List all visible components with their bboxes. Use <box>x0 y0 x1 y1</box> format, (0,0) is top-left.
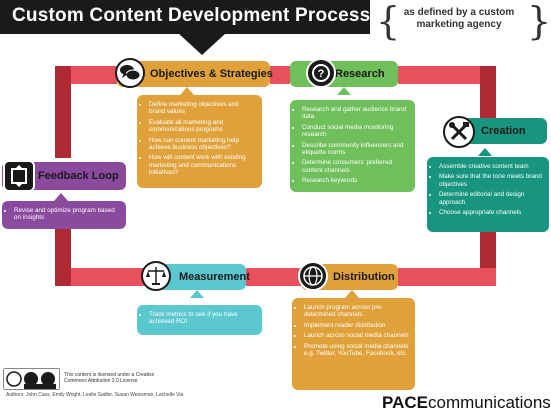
distribution-item: Launch program across pre-determined cha… <box>304 304 409 319</box>
speech-bubbles-icon <box>115 58 145 88</box>
license-text: This content is licensed under a Creativ… <box>64 372 155 384</box>
objectives-item: Evaluate all marketing and communication… <box>149 119 256 134</box>
page-title: Custom Content Development Process <box>12 5 371 26</box>
cycle-icon <box>3 160 35 192</box>
research-item: Research and gather audience brand data <box>302 106 409 121</box>
research-item: Describe community influencers and etiqu… <box>302 142 409 157</box>
loop-top-right <box>398 66 496 84</box>
creation-item: Choose appropriate channels <box>439 209 543 216</box>
globe-icon <box>298 261 328 291</box>
loop-bottom-right <box>398 268 496 286</box>
distribution-box: Launch program across pre-determined cha… <box>292 298 415 390</box>
creation-pointer <box>478 148 492 156</box>
distribution-pointer <box>345 290 359 298</box>
title-pointer <box>178 33 226 55</box>
tools-icon <box>443 116 475 148</box>
research-item: Research keywords <box>302 177 409 184</box>
loop-top-mid <box>270 66 290 84</box>
loop-right <box>480 66 496 118</box>
creation-box: Assemble creative content team Make sure… <box>427 157 549 232</box>
loop-bottom-left <box>55 268 145 286</box>
right-brace: } <box>527 0 551 43</box>
distribution-item: Launch across social media channels <box>304 332 409 339</box>
research-item: Conduct social media monitoring research <box>302 124 409 139</box>
loop-left-upper <box>55 66 71 158</box>
title-bar: Custom Content Development Process <box>0 0 370 34</box>
research-label: Research <box>335 68 385 80</box>
feedback-pointer <box>54 193 68 201</box>
left-brace: { <box>376 0 401 43</box>
question-icon: ? <box>306 58 336 88</box>
measurement-box: Track metrics to see if you have achieve… <box>137 305 262 335</box>
creative-commons-badge <box>3 368 60 390</box>
subtitle: as defined by a custom marketing agency <box>403 7 515 30</box>
logo-bold: PACE <box>382 393 428 412</box>
measurement-item: Track metrics to see if you have achieve… <box>149 311 256 326</box>
measurement-label: Measurement <box>179 271 250 283</box>
authors-credit: Authors: John Cass, Emily Wright, Leslie… <box>6 392 184 398</box>
loop-left-lower <box>55 228 71 286</box>
creation-label: Creation <box>481 125 526 137</box>
objectives-box: Define marketing objectives and brand va… <box>137 95 262 188</box>
distribution-item: Implement reader distribution <box>304 322 409 329</box>
objectives-item: How will content work with existing mark… <box>149 154 256 176</box>
creation-item: Determine editorial and design approach <box>439 191 543 206</box>
objectives-item: How can content marketing help achieve b… <box>149 137 256 152</box>
measurement-pointer <box>190 290 204 298</box>
svg-text:?: ? <box>318 68 325 80</box>
scales-icon <box>141 261 171 291</box>
feedback-label: Feedback Loop <box>38 170 119 182</box>
pace-logo: PACEcommunications <box>382 393 551 413</box>
research-box: Research and gather audience brand data … <box>290 100 415 192</box>
loop-bottom-mid <box>246 268 301 286</box>
creation-item: Assemble creative content team <box>439 163 543 170</box>
logo-rest: communications <box>427 393 551 412</box>
objectives-label: Objectives & Strategies <box>150 68 273 80</box>
feedback-item: Revise and optimize program based on ins… <box>14 207 120 222</box>
objectives-item: Define marketing objectives and brand va… <box>149 101 256 116</box>
feedback-box: Revise and optimize program based on ins… <box>2 201 126 229</box>
objectives-pointer <box>180 87 194 95</box>
research-item: Determine consumers' preferred content c… <box>302 159 409 174</box>
creation-item: Make sure that the tone meets brand obje… <box>439 173 543 188</box>
distribution-label: Distribution <box>333 271 395 283</box>
distribution-item: Promote using social media channels e.g.… <box>304 343 409 358</box>
research-pointer <box>337 87 351 95</box>
